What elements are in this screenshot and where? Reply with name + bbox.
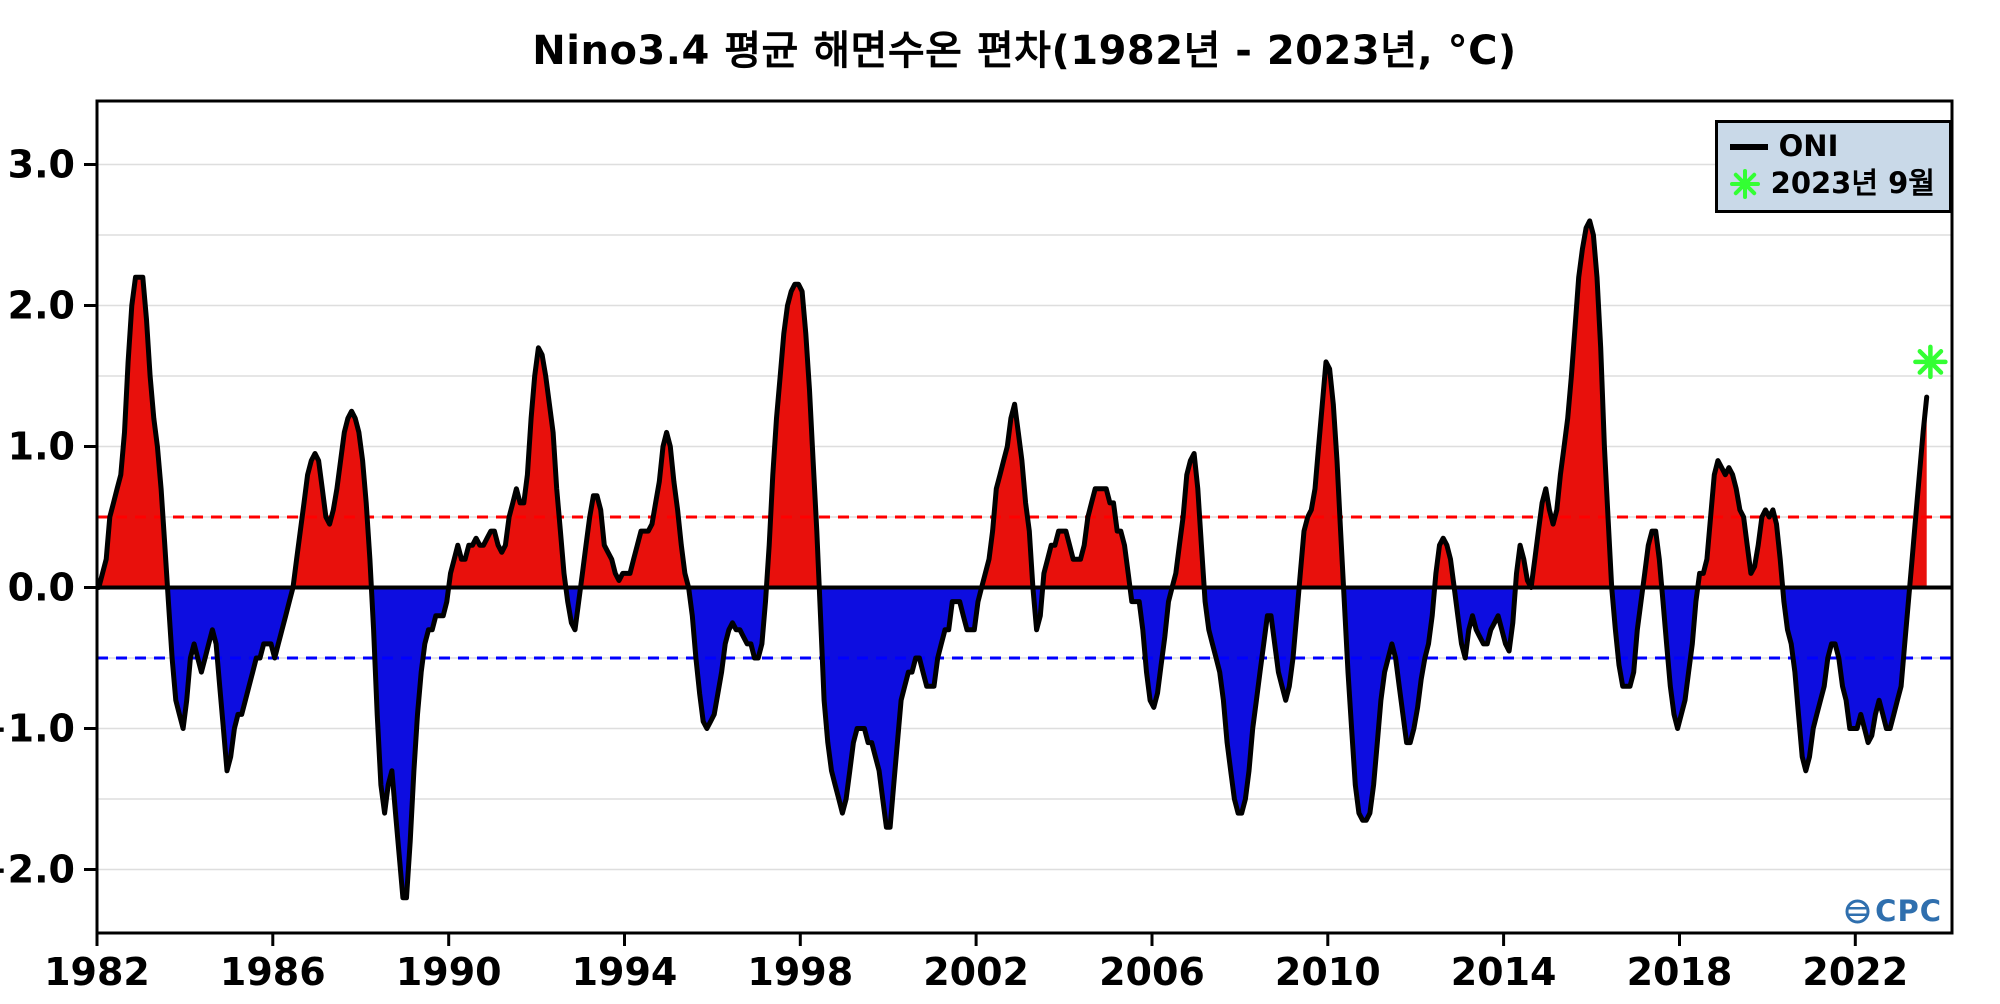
x-tick-label: 1994 xyxy=(572,950,678,994)
oni-line xyxy=(96,218,1930,901)
legend-item-sep2023: 2023년 9월 xyxy=(1729,166,1935,201)
x-tick-label: 2018 xyxy=(1627,950,1733,994)
legend-item-oni: ONI xyxy=(1729,129,1935,163)
y-tick-label: 3.0 xyxy=(8,143,75,187)
asterisk-icon xyxy=(1729,169,1760,200)
x-tick-label: 2002 xyxy=(923,950,1029,994)
chart-title: Nino3.4 평균 해면수온 편차(1982년 - 2023년, °C) xyxy=(532,28,1517,74)
x-tick-label: 2010 xyxy=(1275,950,1381,994)
x-tick-label: 1998 xyxy=(747,950,853,994)
x-axis: 1982 1986 1990 1994 1998 2002 2006 2010 2014 2018… xyxy=(44,933,1908,994)
y-tick-label: 1.0 xyxy=(8,425,75,469)
x-tick-label: 2006 xyxy=(1099,950,1205,994)
x-tick-label: 2014 xyxy=(1451,950,1557,994)
x-tick-label: 2022 xyxy=(1802,950,1908,994)
y-tick-label: 2.0 xyxy=(8,284,75,328)
legend-label-oni: ONI xyxy=(1778,129,1839,163)
y-tick-label: −2.0 xyxy=(0,848,75,892)
cpc-logo-text: CPC xyxy=(1875,894,1942,928)
y-tick-label: 0.0 xyxy=(8,566,75,610)
y-tick-label: −1.0 xyxy=(0,707,75,751)
cpc-logo: CPC xyxy=(1844,897,1942,926)
globe-icon xyxy=(1845,899,1870,924)
x-tick-label: 1982 xyxy=(44,950,150,994)
x-tick-label: 1990 xyxy=(396,950,502,994)
sep-2023-marker xyxy=(1913,344,1948,380)
negative-anomaly-area xyxy=(98,587,1927,898)
oni-line-swatch xyxy=(1729,143,1768,150)
x-tick-label: 1986 xyxy=(220,950,326,994)
legend-label-sep2023: 2023년 9월 xyxy=(1770,166,1935,201)
y-axis: −2.0 −1.0 0.0 1.0 2.0 3.0 xyxy=(0,143,97,892)
plot-border xyxy=(95,99,1954,935)
legend: ONI 2023년 9월 xyxy=(1714,120,1952,213)
